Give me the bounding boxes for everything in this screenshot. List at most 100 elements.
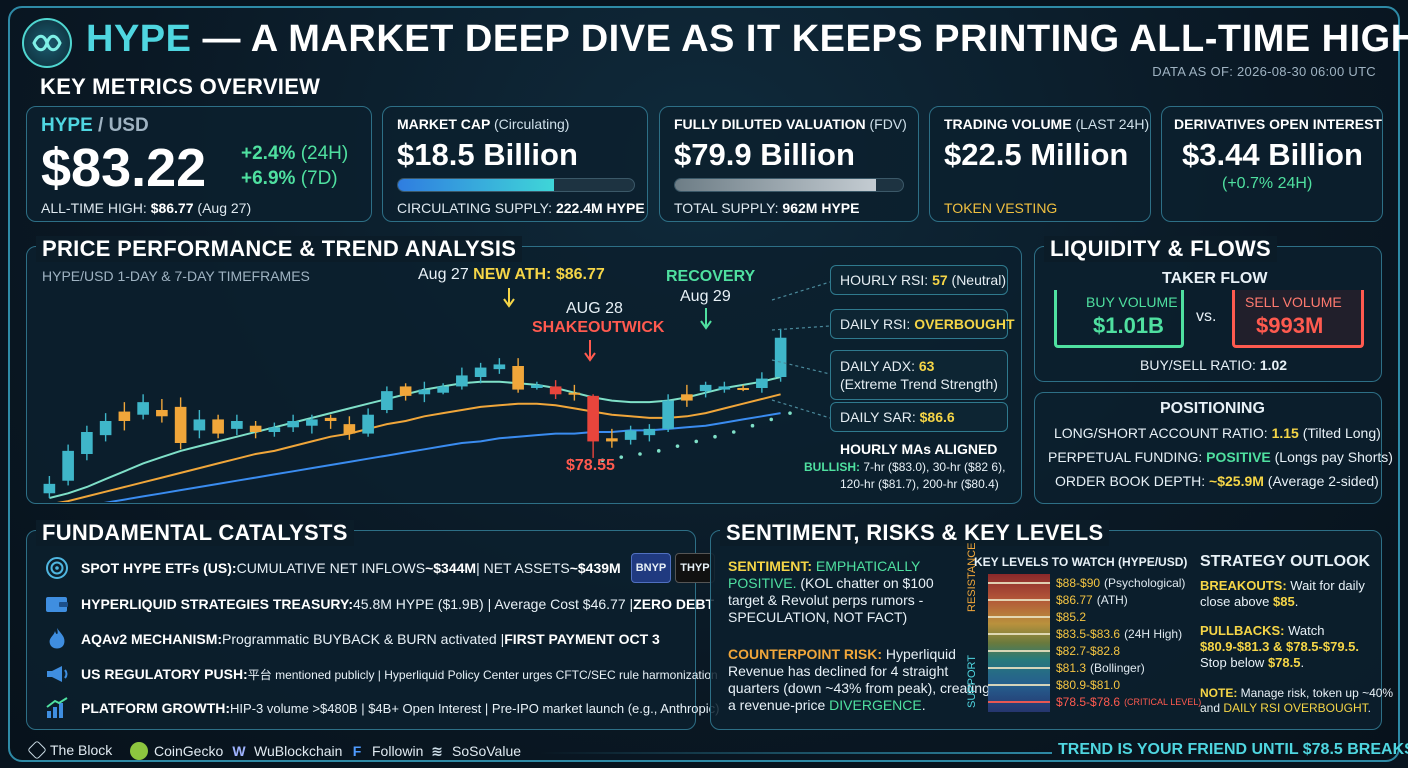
candle-body — [531, 384, 543, 388]
candle — [174, 397, 187, 450]
order-book-depth: ORDER BOOK DEPTH: ~$25.9M (Average 2-sid… — [1055, 473, 1379, 489]
recovery-arrow-icon — [700, 308, 712, 330]
source-coingecko-label: CoinGecko — [154, 743, 224, 759]
key-level-price: $86.77 — [1056, 592, 1093, 607]
breakouts-end: . — [1294, 594, 1299, 609]
sell-volume-label: SELL VOLUME — [1245, 294, 1342, 310]
candle — [474, 362, 487, 384]
change-7d-value: +6.9% — [241, 168, 296, 189]
hype-logo-icon — [22, 18, 72, 68]
candle — [606, 428, 618, 448]
candle-body — [268, 427, 281, 432]
moving-averages — [49, 376, 781, 502]
sell-volume-box — [1232, 290, 1364, 348]
ath-arrow-icon — [503, 288, 515, 308]
oi-change-tag: 24H) — [1277, 175, 1313, 192]
shake-text: SHAKEOUTWICK — [532, 319, 665, 336]
fdv-value: $79.9 Billion — [674, 137, 855, 172]
flame-icon — [43, 625, 71, 653]
key-levels-title: KEY LEVELS TO WATCH (HYPE/USD) — [974, 555, 1188, 569]
mas-line1-text: 7-hr ($83.0), 30-hr ($82 6), — [863, 460, 1006, 474]
buy-volume-label: BUY VOLUME — [1086, 294, 1178, 310]
resistance-label: RESISTANCE — [966, 542, 978, 612]
ath-annotation: Aug 27 NEW ATH: $86.77 — [418, 266, 605, 284]
growth-row: PLATFORM GROWTH: HIP-3 volume >$480B | $… — [43, 693, 720, 723]
key-level-price: $88-$90 — [1056, 575, 1101, 590]
ls-tag: (Tilted Long) — [1302, 425, 1381, 441]
recovery-text: RECOVERY — [666, 268, 756, 285]
growth-bold: PLATFORM GROWTH: — [81, 700, 231, 716]
badge-bnyp: BNYP — [630, 553, 672, 583]
page-title: HYPE — A MARKET DEEP DIVE AS IT KEEPS PR… — [86, 18, 1408, 61]
candle — [343, 416, 356, 440]
candle — [699, 381, 712, 398]
sentiment-text: SENTIMENT: EMPHATICALLY POSITIVE. (KOL c… — [728, 558, 934, 626]
target-icon — [43, 554, 71, 582]
candle-body — [456, 375, 468, 387]
candle — [193, 410, 206, 439]
volume-card: TRADING VOLUME (LAST 24H) $22.5 Million … — [929, 106, 1151, 222]
sar-dot — [656, 449, 661, 453]
title-ticker: HYPE — [86, 18, 192, 60]
source-the-block[interactable]: The Block — [27, 740, 113, 760]
pullbacks-label: PULLBACKS: — [1200, 623, 1285, 638]
source-coingecko[interactable]: CoinGecko — [130, 742, 223, 760]
key-level-row: $82.7-$82.8 — [988, 642, 1124, 659]
depth-tag: (Average 2-sided) — [1267, 473, 1379, 489]
ma-line-1 — [56, 393, 781, 502]
daily-sar-callout: DAILY SAR: $86.6 — [830, 402, 1008, 432]
note-end: . — [1367, 701, 1371, 715]
mas-line2: 120-hr ($81.7), 200-hr ($80.4) — [840, 477, 999, 491]
candle — [399, 383, 412, 401]
ath-date: (Aug 27) — [197, 200, 252, 216]
hourly-rsi-callout: HOURLY RSI: 57 (Neutral) — [830, 265, 1008, 295]
circ-supply-value: 222.4M HYPE — [555, 200, 645, 216]
sentiment-value1: EMPHATICALLY — [812, 558, 921, 574]
source-sosovalue[interactable]: ≋ SoSoValue — [428, 742, 521, 760]
daily-adx-callout: DAILY ADX: 63 (Extreme Trend Strength) — [830, 350, 1008, 400]
sar-dot — [769, 417, 774, 422]
the-block-icon — [27, 740, 47, 760]
candle — [587, 394, 599, 458]
ma-line-2 — [103, 412, 781, 502]
data-as-of: DATA AS OF: 2026-08-30 06:00 UTC — [1152, 64, 1376, 79]
source-the-block-label: The Block — [50, 742, 113, 758]
note-highlight: DAILY RSI OVERBOUGHT — [1223, 701, 1368, 715]
key-level-note: (Psychological) — [1104, 575, 1186, 590]
sentiment-body2: target & Revolut perps rumors - — [728, 592, 924, 608]
candle — [643, 424, 656, 442]
depth-value: ~$25.9M — [1209, 473, 1264, 489]
liquidity-panel — [1034, 246, 1382, 382]
candle-body — [99, 421, 112, 436]
vs-label: vs. — [1196, 308, 1217, 325]
ratio-value: 1.02 — [1259, 357, 1288, 373]
aqa-highlight: FIRST PAYMENT OCT 3 — [504, 631, 660, 647]
sentiment-body1: (KOL chatter on $100 — [796, 575, 934, 591]
source-followin-label: Followin — [372, 743, 424, 759]
price-performance-title: PRICE PERFORMANCE & TREND ANALYSIS — [36, 236, 523, 262]
sell-volume-value: $993M — [1256, 313, 1324, 338]
candle — [137, 394, 149, 420]
candle-body — [624, 430, 637, 440]
fdv-label: FULLY DILUTED VALUATION (FDV) — [674, 116, 907, 132]
treasury-text: 45.8M HYPE ($1.9B) | Average Cost $46.77… — [352, 596, 634, 612]
key-level-note: (24H High) — [1124, 626, 1183, 641]
market-cap-card: MARKET CAP (Circulating) $18.5 Billion C… — [382, 106, 648, 222]
candle — [118, 402, 131, 431]
candle-body — [643, 428, 656, 436]
pullbacks-end: . — [1300, 655, 1305, 670]
source-wublockchain-label: WuBlockchain — [254, 743, 343, 759]
sar-dot — [788, 411, 792, 415]
fdv-label-paren: (FDV) — [869, 116, 907, 132]
candle-body — [231, 421, 243, 429]
candle-body — [512, 366, 524, 390]
funding: PERPETUAL FUNDING: POSITIVE (Longs pay S… — [1048, 449, 1393, 465]
source-followin[interactable]: F Followin — [348, 742, 424, 760]
oi-change-value: (+0.7% — [1222, 175, 1274, 192]
source-wublockchain[interactable]: W WuBlockchain — [230, 742, 342, 760]
candle-body — [249, 425, 262, 432]
risk-text: COUNTERPOINT RISK: Hyperliquid Revenue h… — [728, 646, 990, 714]
breakouts-text2: close above — [1200, 594, 1273, 609]
daily-sar-value: $86.6 — [919, 409, 955, 425]
regulatory-row: US REGULATORY PUSH: 平台 mentioned publicl… — [43, 659, 718, 689]
